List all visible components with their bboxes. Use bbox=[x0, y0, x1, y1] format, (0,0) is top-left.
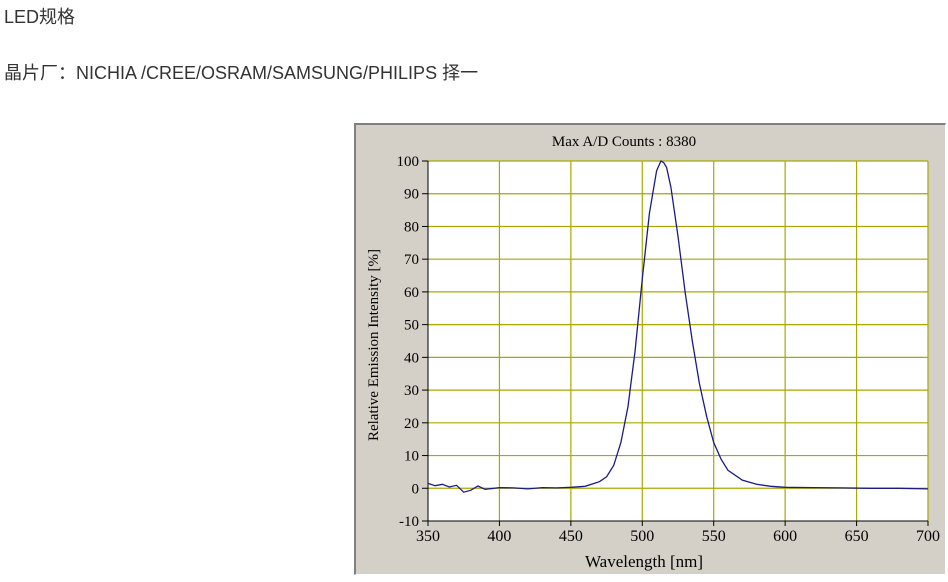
chip-manufacturer-line: 晶片厂：NICHIA /CREE/OSRAM/SAMSUNG/PHILIPS 择… bbox=[4, 63, 479, 83]
y-tick-label: 20 bbox=[404, 416, 419, 432]
y-tick-label: 90 bbox=[404, 187, 419, 203]
y-tick-label: 60 bbox=[404, 285, 419, 301]
x-tick-label: 400 bbox=[487, 528, 511, 545]
x-tick-label: 500 bbox=[630, 528, 654, 545]
grid-lines bbox=[428, 160, 929, 521]
y-tick-label: 50 bbox=[404, 318, 419, 334]
y-tick-label: 30 bbox=[404, 383, 419, 399]
y-axis-label: Relative Emission Intensity [%] bbox=[366, 249, 382, 441]
spectrum-chart-frame: Max A/D Counts : 8380 350 400 450 500 550 600… bbox=[354, 123, 946, 575]
plot-area bbox=[428, 161, 928, 521]
y-tick-label: 70 bbox=[404, 252, 419, 268]
x-tick-label: 700 bbox=[916, 528, 940, 545]
x-tick-label: 550 bbox=[702, 528, 726, 545]
x-tick-label: 650 bbox=[845, 528, 869, 545]
y-tick-label: 0 bbox=[412, 481, 420, 497]
y-tick-label: 40 bbox=[404, 350, 419, 366]
x-tick-label: 450 bbox=[559, 528, 583, 545]
chart-title: Max A/D Counts : 8380 bbox=[552, 134, 696, 150]
y-tick-label: 10 bbox=[404, 449, 419, 465]
axes bbox=[422, 160, 929, 526]
x-axis-label: Wavelength [nm] bbox=[585, 552, 703, 571]
y-tick-label: -10 bbox=[399, 514, 419, 530]
x-tick-label: 350 bbox=[416, 528, 440, 545]
emission-spectrum-line bbox=[427, 160, 929, 493]
x-tick-labels: 350 400 450 500 550 600 650 700 bbox=[416, 528, 940, 545]
y-tick-label: 100 bbox=[397, 154, 420, 170]
x-tick-label: 600 bbox=[773, 528, 797, 545]
section-heading: LED规格 bbox=[4, 7, 76, 27]
y-tick-label: 80 bbox=[404, 219, 419, 235]
spectrum-chart: Max A/D Counts : 8380 350 400 450 500 550 600… bbox=[366, 134, 940, 571]
